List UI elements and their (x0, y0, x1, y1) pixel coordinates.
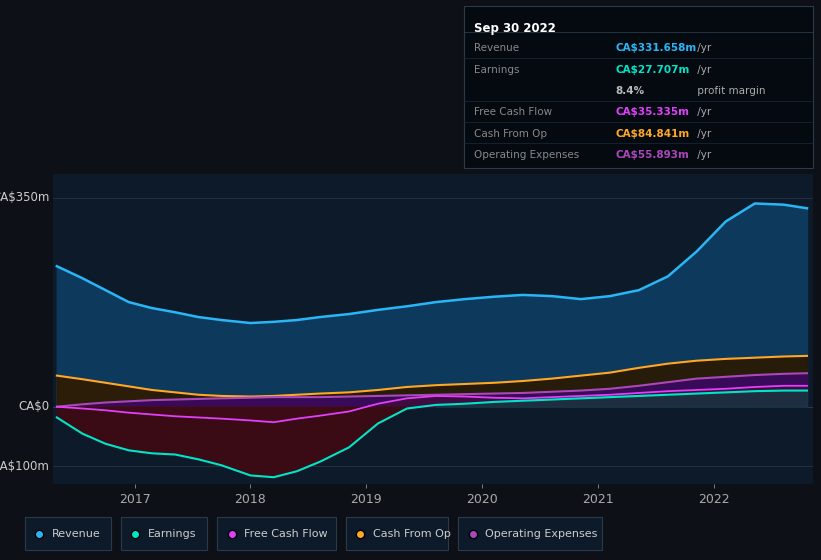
Text: Revenue: Revenue (52, 529, 100, 539)
Text: -CA$100m: -CA$100m (0, 460, 49, 473)
Text: /yr: /yr (694, 150, 711, 160)
Text: profit margin: profit margin (694, 86, 765, 96)
Text: /yr: /yr (694, 108, 711, 117)
Text: CA$331.658m: CA$331.658m (616, 44, 697, 53)
Text: CA$350m: CA$350m (0, 191, 49, 204)
Text: CA$84.841m: CA$84.841m (616, 129, 690, 138)
Text: CA$55.893m: CA$55.893m (616, 150, 690, 160)
Text: Revenue: Revenue (474, 44, 519, 53)
Text: Operating Expenses: Operating Expenses (474, 150, 579, 160)
Text: Sep 30 2022: Sep 30 2022 (474, 22, 556, 35)
Text: /yr: /yr (694, 65, 711, 74)
Text: Earnings: Earnings (474, 65, 519, 74)
Text: Free Cash Flow: Free Cash Flow (244, 529, 328, 539)
Text: Earnings: Earnings (148, 529, 196, 539)
Text: CA$35.335m: CA$35.335m (616, 108, 690, 117)
Text: 8.4%: 8.4% (616, 86, 644, 96)
Text: Operating Expenses: Operating Expenses (485, 529, 598, 539)
Text: /yr: /yr (694, 129, 711, 138)
Text: CA$0: CA$0 (18, 400, 49, 413)
Text: /yr: /yr (694, 44, 711, 53)
Text: Free Cash Flow: Free Cash Flow (474, 108, 552, 117)
Text: Cash From Op: Cash From Op (373, 529, 451, 539)
Text: Cash From Op: Cash From Op (474, 129, 547, 138)
Text: CA$27.707m: CA$27.707m (616, 65, 690, 74)
